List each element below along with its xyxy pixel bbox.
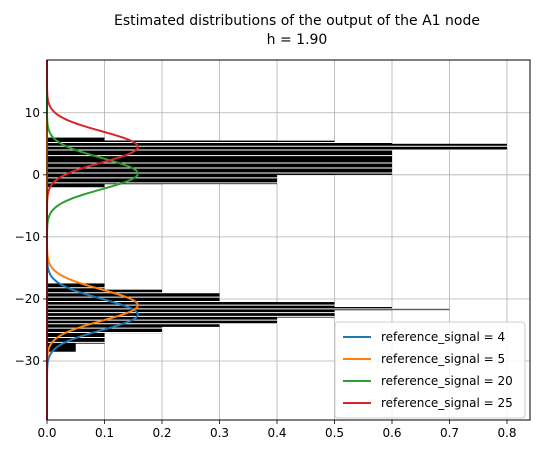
x-tick-label: 0.8 <box>497 426 516 440</box>
axes-frame <box>46 59 531 421</box>
legend-label: reference_signal = 5 <box>381 352 505 366</box>
x-tick-label: 0.2 <box>152 426 171 440</box>
chart-title: Estimated distributions of the output of… <box>114 13 480 29</box>
y-tick-label: 0 <box>32 168 40 182</box>
x-tick-label: 0.0 <box>37 426 56 440</box>
x-tick-label: 0.3 <box>210 426 229 440</box>
x-tick-label: 0.7 <box>440 426 459 440</box>
x-tick-label: 0.1 <box>95 426 114 440</box>
x-tick-label: 0.5 <box>325 426 344 440</box>
y-axis: 10 0 −10 −20 −30 <box>15 106 47 368</box>
legend-box <box>334 321 526 419</box>
x-axis: 0.0 0.1 0.2 0.3 0.4 0.5 0.6 0.7 0.8 <box>37 420 517 440</box>
y-tick-label: −20 <box>15 292 40 306</box>
histogram-bar <box>47 339 76 352</box>
legend-label: reference_signal = 25 <box>381 396 513 410</box>
legend-label: reference_signal = 4 <box>381 330 505 344</box>
y-tick-label: −10 <box>15 230 40 244</box>
legend: reference_signal = 4 reference_signal = 5… <box>334 321 526 419</box>
legend-label: reference_signal = 20 <box>381 374 513 388</box>
x-tick-label: 0.4 <box>267 426 286 440</box>
y-tick-label: −30 <box>15 354 40 368</box>
chart-subtitle: h = 1.90 <box>267 32 328 48</box>
histogram-bar <box>47 143 507 150</box>
x-tick-label: 0.6 <box>382 426 401 440</box>
y-tick-label: 10 <box>25 106 40 120</box>
